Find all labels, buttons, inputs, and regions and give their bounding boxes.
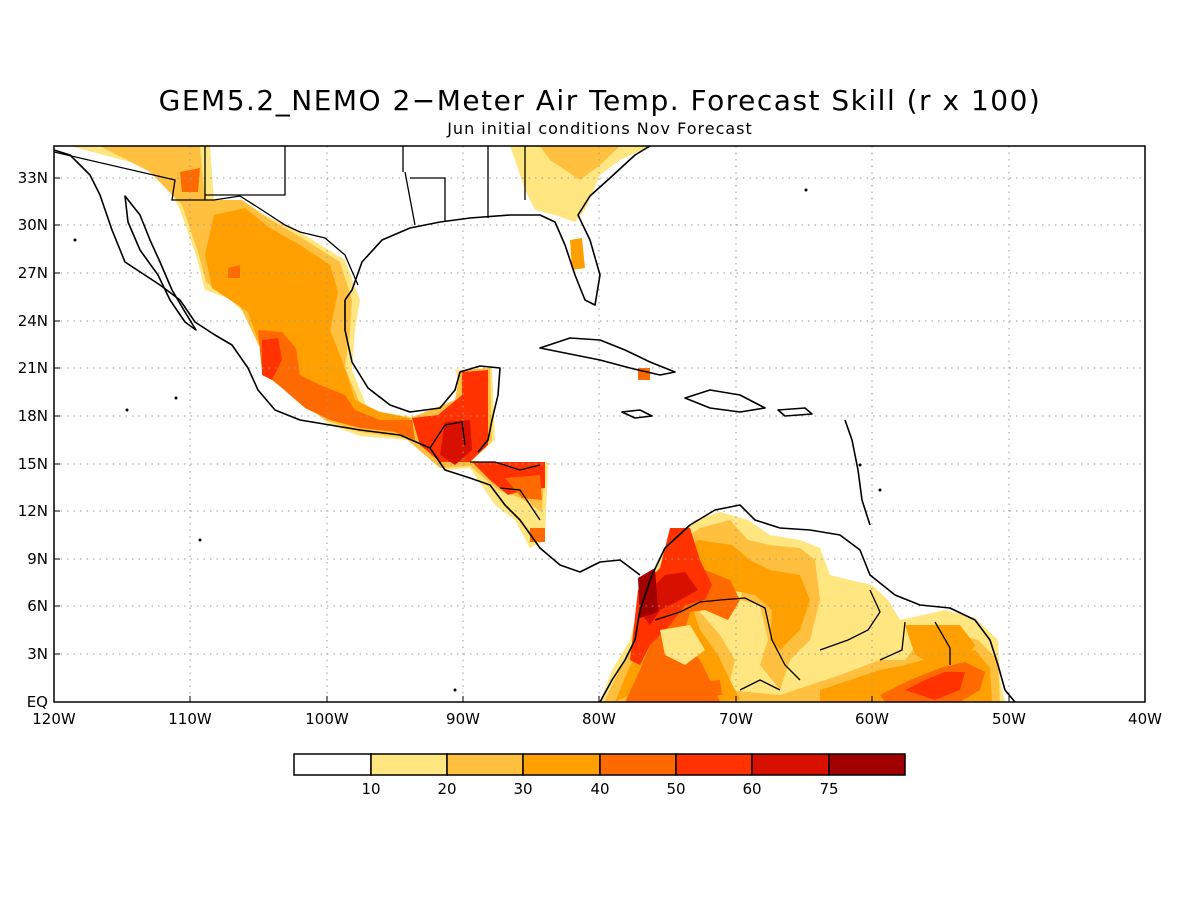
colorbar-swatch-3 (522, 753, 601, 776)
lat-tick-15: 15N (18, 455, 60, 473)
lat-tick-3: 3N (27, 645, 60, 663)
skill-shading-south-america (600, 512, 1005, 702)
hispaniola-coastline (684, 389, 766, 413)
colorbar-swatch-0 (293, 753, 372, 776)
south-america-borders (654, 589, 951, 691)
lon-label: 50W (992, 710, 1026, 728)
colorbar-swatch-7 (828, 753, 906, 776)
lon-tick-40w: 40W (1128, 696, 1162, 728)
lat-label: 9N (27, 550, 48, 568)
lat-label: EQ (27, 693, 48, 711)
us-state-lines (204, 146, 526, 226)
lat-tick-0: EQ (27, 693, 60, 711)
lat-tick-9: 9N (27, 550, 60, 568)
lat-tick-21: 21N (18, 359, 60, 377)
lat-label: 3N (27, 645, 48, 663)
us-mexico-border (54, 151, 359, 286)
lat-tick-27: 27N (18, 264, 60, 282)
small-islands (73, 188, 882, 692)
lat-tick-6: 6N (27, 597, 60, 615)
lesser-antilles (844, 419, 871, 526)
colorbar-label: 10 (361, 780, 380, 798)
lat-label: 6N (27, 597, 48, 615)
colorbar: 10 20 30 40 50 60 75 (293, 753, 906, 798)
political-borders (54, 146, 951, 691)
lat-label: 27N (18, 264, 48, 282)
coastlines (54, 146, 1016, 702)
lon-tick-110w: 110W (168, 696, 212, 728)
south-america-coastline (599, 504, 1016, 702)
lat-tick-30: 30N (18, 216, 60, 234)
jamaica-coastline (621, 409, 653, 419)
colorbar-label: 30 (513, 780, 532, 798)
lon-tick-100w: 100W (305, 696, 349, 728)
lat-label: 18N (18, 407, 48, 425)
lat-label: 12N (18, 502, 48, 520)
lon-tick-90w: 90W (446, 696, 480, 728)
chart-subtitle: Jun initial conditions Nov Forecast (447, 119, 753, 138)
lon-tick-50w: 50W (992, 696, 1026, 728)
lat-label: 24N (18, 312, 48, 330)
colorbar-label: 60 (742, 780, 761, 798)
lon-label: 100W (305, 710, 349, 728)
lat-label: 15N (18, 455, 48, 473)
lon-label: 60W (855, 710, 889, 728)
lon-label: 90W (446, 710, 480, 728)
lon-tick-60w: 60W (855, 696, 889, 728)
north-america-coastline (54, 149, 641, 576)
colorbar-label: 75 (819, 780, 838, 798)
colorbar-swatch-5 (675, 753, 753, 776)
puerto-rico-coastline (777, 407, 813, 417)
skill-shading-southeast-us (510, 146, 650, 380)
lat-tick-24: 24N (18, 312, 60, 330)
gulf-west-coast (344, 300, 501, 453)
colorbar-swatch-6 (751, 753, 830, 776)
lon-tick-70w: 70W (719, 696, 753, 728)
lon-label: 70W (719, 710, 753, 728)
lon-tick-80w: 80W (582, 696, 616, 728)
colorbar-swatch-2 (446, 753, 524, 776)
lon-label: 40W (1128, 710, 1162, 728)
lat-label: 21N (18, 359, 48, 377)
gulf-of-mexico-coastline (344, 146, 651, 306)
colorbar-swatch-4 (599, 753, 677, 776)
lat-tick-12: 12N (18, 502, 60, 520)
lat-label: 30N (18, 216, 48, 234)
colorbar-swatch-1 (370, 753, 448, 776)
lat-tick-33: 33N (18, 169, 60, 187)
central-america-borders (429, 421, 541, 521)
lon-label: 80W (582, 710, 616, 728)
colorbar-label: 40 (590, 780, 609, 798)
lat-label: 33N (18, 169, 48, 187)
chart-title: GEM5.2_NEMO 2−Meter Air Temp. Forecast S… (158, 84, 1042, 117)
longitude-axis: 120W 110W 100W 90W 80W 70W 60W 50W 40W (32, 696, 1162, 728)
lon-label: 120W (32, 710, 76, 728)
colorbar-label: 20 (437, 780, 456, 798)
lon-label: 110W (168, 710, 212, 728)
lat-tick-18: 18N (18, 407, 60, 425)
baja-california-coastline (124, 195, 197, 331)
colorbar-label: 50 (666, 780, 685, 798)
cuba-coastline (539, 337, 676, 376)
latitude-axis: EQ 3N 6N 9N 12N 15N 18N 21N 24N 27N 30N … (18, 169, 60, 711)
lon-tick-120w: 120W (32, 696, 76, 728)
